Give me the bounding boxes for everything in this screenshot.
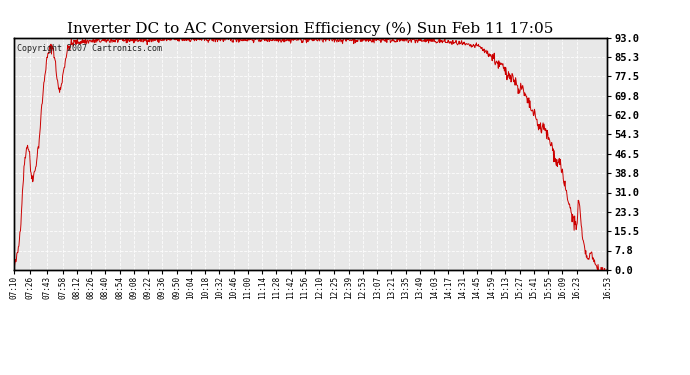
Title: Inverter DC to AC Conversion Efficiency (%) Sun Feb 11 17:05: Inverter DC to AC Conversion Efficiency … bbox=[68, 22, 553, 36]
Text: Copyright 2007 Cartronics.com: Copyright 2007 Cartronics.com bbox=[17, 45, 161, 54]
